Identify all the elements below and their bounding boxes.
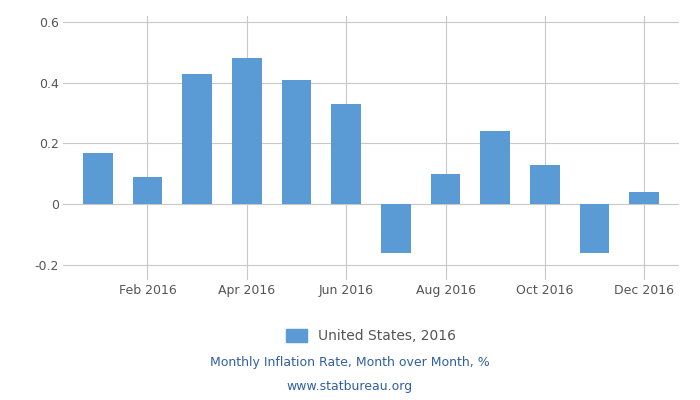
Bar: [281, 80, 312, 204]
Bar: [132, 177, 162, 204]
Bar: [430, 174, 461, 204]
Bar: [83, 152, 113, 204]
Bar: [480, 131, 510, 204]
Text: Monthly Inflation Rate, Month over Month, %: Monthly Inflation Rate, Month over Month…: [210, 356, 490, 369]
Text: www.statbureau.org: www.statbureau.org: [287, 380, 413, 393]
Bar: [381, 204, 411, 253]
Bar: [530, 165, 560, 204]
Legend: United States, 2016: United States, 2016: [281, 324, 461, 349]
Bar: [331, 104, 361, 204]
Bar: [182, 74, 212, 204]
Bar: [629, 192, 659, 204]
Bar: [232, 58, 262, 204]
Bar: [580, 204, 610, 253]
